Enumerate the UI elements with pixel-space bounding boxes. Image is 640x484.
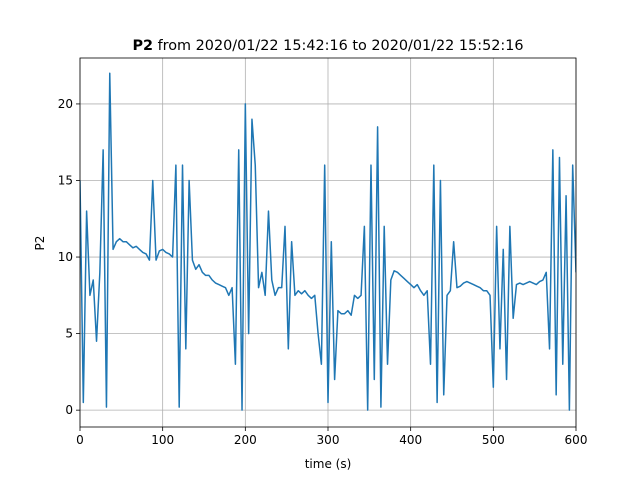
title-text: from 2020/01/22 15:42:16 to 2020/01/22 1…	[158, 38, 524, 54]
x-tick-label: 200	[234, 433, 257, 447]
x-tick-label: 500	[482, 433, 505, 447]
chart-title: P2 from 2020/01/22 15:42:16 to 2020/01/2…	[132, 38, 523, 54]
y-tick-label: 15	[58, 173, 73, 187]
x-tick-label: 100	[151, 433, 174, 447]
x-tick-label: 0	[76, 433, 84, 447]
title-bold: P2	[132, 38, 153, 54]
data-line	[80, 72, 576, 411]
y-tick-label: 20	[58, 97, 73, 111]
y-axis-label: P2	[33, 236, 47, 251]
x-tick-label: 400	[399, 433, 422, 447]
y-tick-label: 10	[58, 250, 73, 264]
plot-frame	[79, 57, 577, 428]
x-axis-label: time (s)	[305, 457, 352, 471]
y-tick-label: 0	[65, 403, 73, 417]
x-tick-label: 300	[317, 433, 340, 447]
x-tick-label: 600	[565, 433, 588, 447]
y-tick-label: 5	[65, 327, 73, 341]
